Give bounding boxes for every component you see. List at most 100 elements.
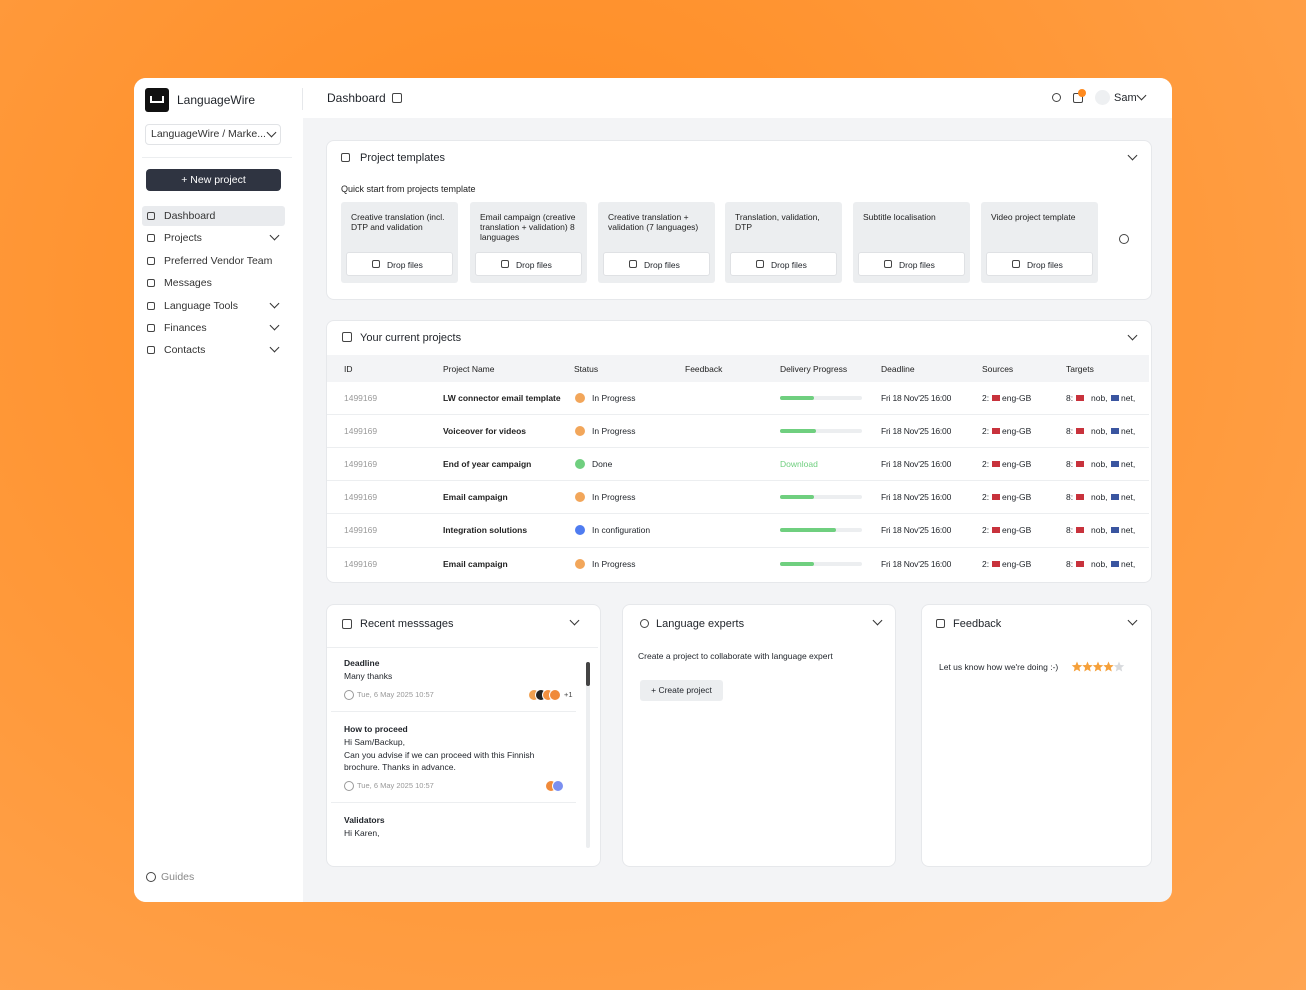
target-lang: net,	[1121, 459, 1136, 470]
flag	[992, 428, 1000, 435]
targets-count: 8:	[1066, 393, 1074, 403]
messages-list[interactable]: Deadline Many thanks Tue, 6 May 2025 10:57…	[327, 650, 587, 850]
targets-count: 8:	[1066, 426, 1074, 437]
drop-files-label: Drop files	[516, 260, 552, 270]
icon	[147, 256, 155, 265]
icon	[884, 260, 892, 268]
project-name: Email campaign	[443, 558, 508, 569]
user-name[interactable]: Sam	[1114, 92, 1137, 104]
project-name: Integration solutions	[443, 525, 528, 536]
project-id: 1499169	[344, 525, 378, 536]
message-time: Tue, 6 May 2025 10:57	[357, 690, 434, 699]
experts-text: Create a project to collaborate with lan…	[638, 651, 833, 661]
icon	[372, 260, 380, 268]
flag	[992, 395, 1000, 401]
column-header: Feedback	[685, 364, 723, 374]
star[interactable]	[1113, 661, 1125, 672]
logo	[145, 88, 169, 112]
deadline: Fri 18 Nov'25 16:00	[881, 525, 952, 536]
template-name: Translation, validation, DTP	[735, 212, 820, 232]
progress-track	[780, 429, 862, 434]
row-divider	[327, 480, 1149, 482]
target-lang: net,	[1121, 426, 1136, 437]
projects-title: Your current projects	[360, 332, 462, 344]
star[interactable]	[1103, 661, 1114, 672]
page-title: Dashboard	[327, 91, 386, 105]
clock-icon	[344, 690, 354, 700]
sources-count: 2:	[982, 492, 990, 503]
status: In Progress	[592, 393, 636, 403]
source-lang: eng-GB	[1002, 426, 1032, 437]
deadline: Fri 18 Nov'25 16:00	[881, 426, 952, 437]
clock-icon	[344, 781, 354, 792]
drop-files-button[interactable]	[858, 252, 965, 276]
status-dot	[575, 558, 585, 569]
message-title: Deadline	[344, 658, 380, 668]
create-project-label: + Create project	[651, 685, 712, 695]
workspace-select[interactable]	[145, 124, 281, 145]
nav-active	[142, 206, 285, 226]
status: In Progress	[592, 426, 636, 437]
message-time: Tue, 6 May 2025 10:57	[357, 781, 434, 791]
drop-files-label: Drop files	[771, 260, 807, 270]
flag	[1076, 461, 1084, 468]
drop-files-button[interactable]	[603, 252, 710, 276]
flag	[1076, 527, 1084, 534]
icon	[392, 93, 402, 103]
column-header: Deadline	[881, 364, 915, 374]
target-lang: net,	[1121, 393, 1136, 403]
nav-label: Messages	[164, 277, 212, 290]
icon	[756, 260, 764, 268]
target-lang: nob,	[1091, 492, 1108, 503]
sources-count: 2:	[982, 393, 990, 403]
avatar	[549, 689, 561, 701]
workspace: LanguageWire / Marke...	[151, 128, 266, 140]
create-project-button[interactable]	[640, 680, 723, 701]
project-id: 1499169	[344, 492, 378, 503]
icon	[342, 332, 352, 342]
column-header: ID	[344, 364, 353, 374]
status-dot	[575, 459, 585, 470]
project-name: End of year campaign	[443, 459, 532, 470]
target-lang: nob,	[1091, 426, 1108, 437]
avatar	[552, 780, 564, 793]
sources-count: 2:	[982, 426, 990, 437]
deadline: Fri 18 Nov'25 16:00	[881, 459, 952, 470]
message-title: Validators	[344, 815, 385, 826]
flag	[1076, 560, 1084, 567]
targets-count: 8:	[1066, 558, 1074, 569]
star[interactable]	[1071, 661, 1083, 672]
new-project-button[interactable]	[146, 169, 281, 191]
drop-files-button[interactable]	[346, 252, 453, 276]
download-link[interactable]: Download	[780, 459, 818, 470]
drop-files-button[interactable]	[986, 252, 1093, 276]
status: Done	[592, 459, 613, 470]
row-divider	[327, 447, 1149, 449]
column-header: Targets	[1066, 364, 1094, 374]
message-line: brochure. Thanks in advance.	[344, 762, 456, 773]
drop-files-button[interactable]	[730, 252, 837, 276]
template-name: Creative translation + validation (7 lan…	[608, 212, 699, 232]
sources-count: 2:	[982, 459, 990, 470]
drop-files-button[interactable]	[475, 252, 582, 276]
templates-title: Project templates	[360, 152, 445, 164]
guides-link[interactable]: Guides	[161, 871, 195, 883]
flag	[1076, 428, 1084, 435]
sources-count: 2:	[982, 525, 990, 536]
message-title: How to proceed	[344, 724, 408, 734]
star[interactable]	[1092, 661, 1104, 672]
logo-mark	[150, 96, 164, 103]
avatar-extra: +1	[564, 690, 573, 699]
scrollbar-track	[586, 662, 590, 848]
experts-panel	[622, 604, 896, 867]
icon	[147, 301, 155, 310]
star[interactable]	[1082, 661, 1093, 672]
icon	[1012, 260, 1020, 268]
status-dot	[575, 492, 585, 503]
sidebar	[134, 78, 303, 902]
feedback-title: Feedback	[953, 618, 1002, 630]
messages-title: Recent messsages	[360, 618, 454, 630]
rating[interactable]	[1071, 660, 1141, 674]
status: In Progress	[592, 492, 636, 503]
